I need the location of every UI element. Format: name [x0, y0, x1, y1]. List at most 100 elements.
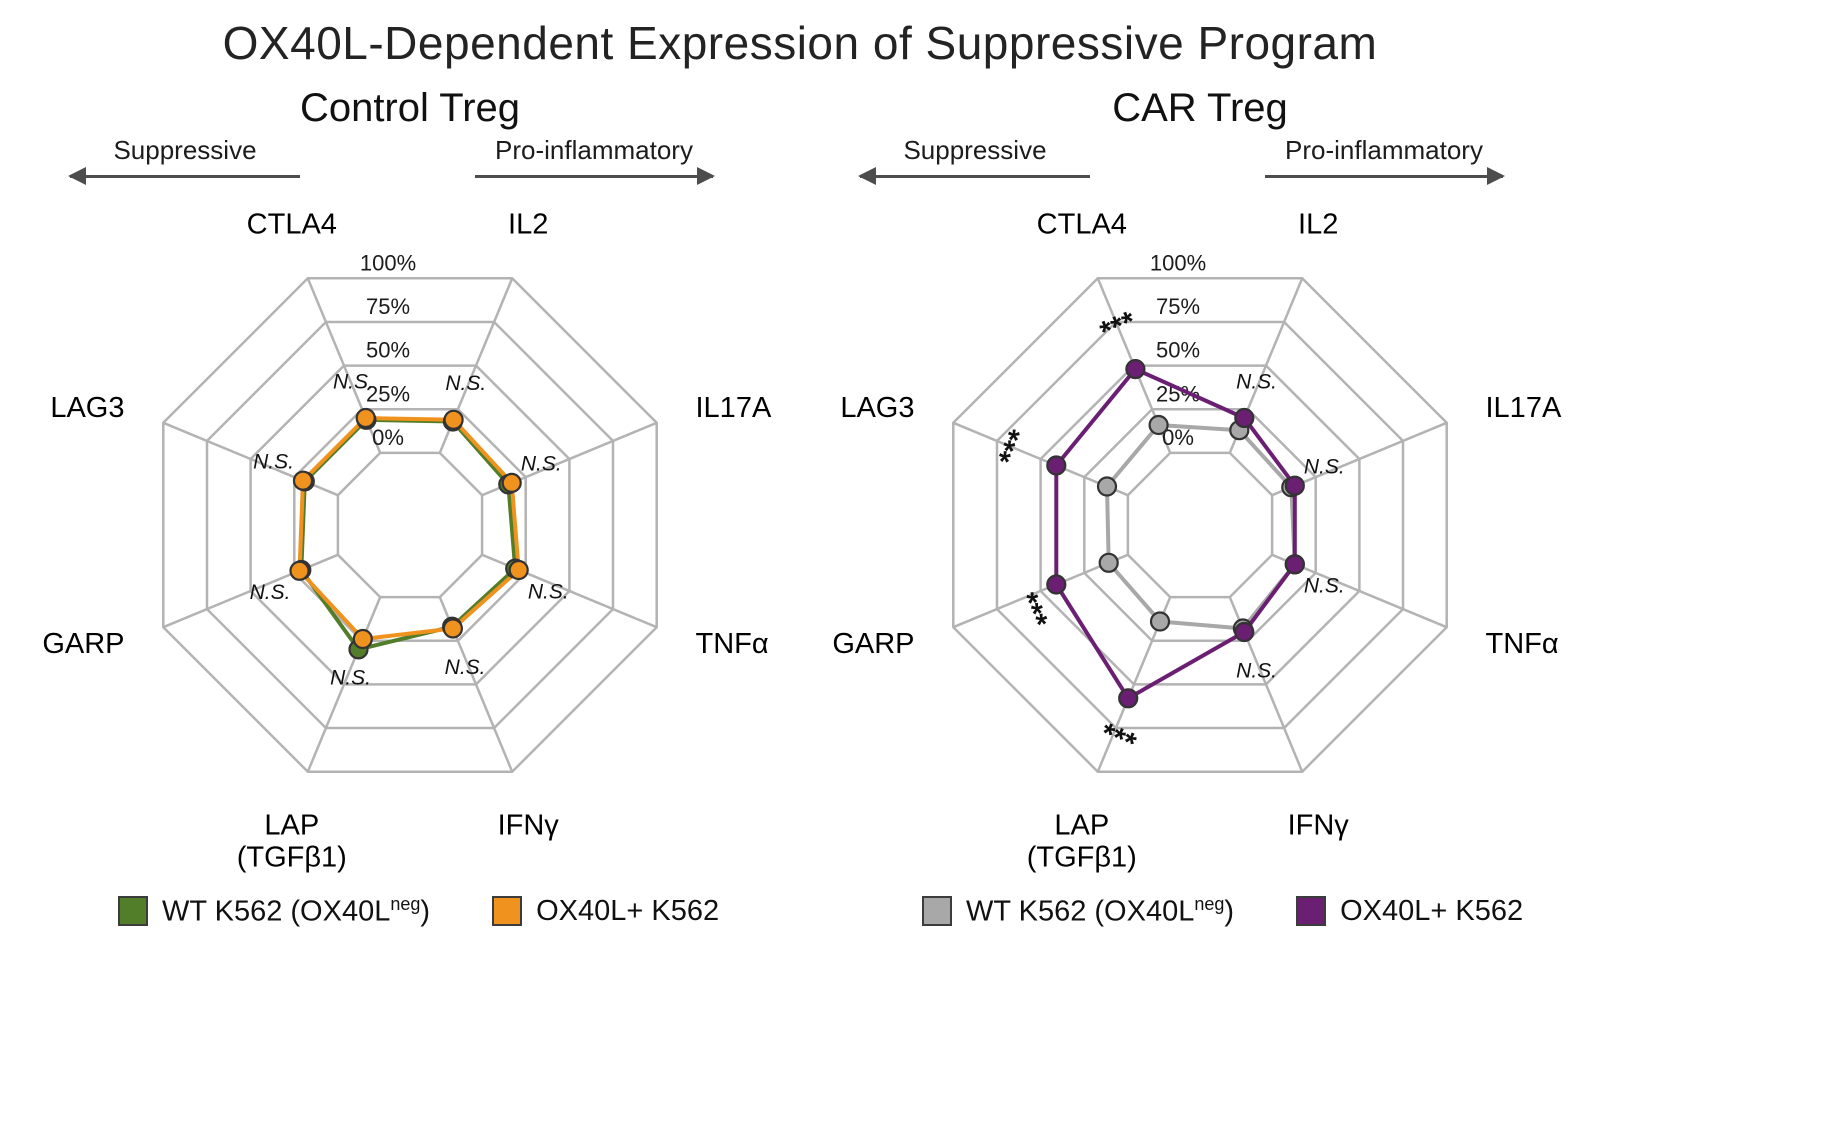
chart-control-treg: Control Treg Suppressive Pro-inflammator…	[15, 86, 805, 875]
suppressive-label: Suppressive	[113, 135, 257, 165]
axis-label-garp: GARP	[832, 628, 914, 660]
proinflammatory-direction: Pro-inflammatory	[1265, 135, 1505, 185]
ring-label-75: 75%	[366, 294, 410, 319]
axis-label-laptgf1: LAP (TGFβ1)	[1027, 810, 1137, 874]
radar-chart-car: 0%25%50%75%100%CTLA4 IL2IL17ATNFαIFNγLAP(…	[832, 209, 1562, 874]
data-point-gray-laptgf1	[1149, 611, 1171, 632]
right-arrow-icon	[475, 167, 715, 185]
axis-label-garp: GARP	[42, 628, 124, 660]
ring-label-100: 100%	[360, 250, 416, 275]
significance-il2: N.S.	[1236, 371, 1277, 394]
right-arrow-icon	[1265, 167, 1505, 185]
data-point-orange-tnf	[508, 559, 529, 581]
proinflammatory-label: Pro-inflammatory	[495, 135, 693, 165]
grid-ring-0	[1126, 451, 1274, 599]
data-point-purple-laptgf1	[1118, 688, 1139, 709]
legend-item-purple: OX40L+ K562	[1296, 895, 1523, 928]
axis-line-garp	[952, 553, 1129, 629]
suppressive-label: Suppressive	[903, 135, 1047, 165]
significance-lag3: N.S.	[253, 450, 294, 473]
axis-label-tnf: TNFα	[696, 628, 769, 660]
left-arrow-icon	[858, 167, 1090, 185]
series-polygon-orange	[297, 416, 521, 641]
legend-swatch-purple	[1296, 896, 1327, 927]
significance-ifn: N.S.	[1236, 660, 1277, 683]
data-point-purple-garp	[1046, 574, 1067, 595]
legend-label: WT K562 (OX40Lneg)	[162, 894, 431, 928]
radar-chart-control: 0% 25% 50% 75% 100% CTLA4 IL2 IL17A TNFα IFNγ LAP(…	[42, 209, 772, 874]
data-point-purple-lag3	[1046, 455, 1067, 476]
significance-il17a: N.S.	[1304, 456, 1345, 479]
data-point-gray-garp	[1098, 552, 1119, 573]
data-point-orange-ctla4	[355, 407, 376, 429]
proinflammatory-label: Pro-inflammatory	[1285, 135, 1483, 165]
legend-item-green: WT K562 (OX40Lneg)	[118, 894, 430, 929]
data-point-orange-lag3	[292, 470, 314, 491]
significance-tnf: N.S.	[528, 580, 569, 603]
significance-il17a: N.S.	[521, 453, 562, 476]
axis-label-il17a: IL17A	[696, 392, 772, 424]
legend-item-orange: OX40L+ K562	[492, 895, 719, 928]
legend-control: WT K562 (OX40Lneg) OX40L+ K562	[118, 894, 719, 929]
significance-tnf: N.S.	[1304, 575, 1345, 598]
legend-item-gray: WT K562 (OX40Lneg)	[922, 894, 1234, 929]
significance-garp: N.S.	[250, 581, 291, 604]
suppressive-direction: Suppressive	[68, 135, 300, 185]
axis-label-ifn: IFNγ	[498, 810, 560, 842]
axis-label-tnf: TNFα	[1486, 628, 1559, 660]
data-point-purple-il2	[1234, 407, 1255, 429]
suppressive-direction: Suppressive	[858, 135, 1090, 185]
left-arrow-icon	[68, 167, 300, 185]
data-point-orange-laptgf1	[352, 628, 373, 650]
ring-label-100: 100%	[1150, 250, 1206, 275]
data-point-purple-il17a	[1284, 475, 1305, 496]
proinflammatory-direction: Pro-inflammatory	[475, 135, 715, 185]
ring-label-50: 50%	[1156, 338, 1200, 363]
data-point-purple-ifn	[1234, 621, 1255, 643]
significance-il2: N.S.	[445, 372, 486, 395]
axis-direction-row: Suppressive Pro-inflammatory	[805, 135, 1595, 195]
legend-swatch-green	[118, 896, 148, 927]
significance-ifn: N.S.	[445, 656, 486, 679]
axis-label-laptgf1: LAP (TGFβ1)	[237, 810, 347, 874]
ring-label-25: 25%	[366, 381, 410, 406]
data-point-gray-ctla4	[1148, 414, 1169, 436]
legend-car: WT K562 (OX40Lneg) OX40L+ K562	[922, 894, 1523, 929]
data-point-purple-tnf	[1284, 554, 1305, 575]
ring-label-75: 75%	[1156, 294, 1200, 319]
axis-label-ctla4: CTLA4	[1037, 209, 1127, 241]
data-point-gray-lag3	[1096, 476, 1118, 497]
legend-swatch-gray	[922, 896, 952, 927]
data-point-orange-il2	[443, 409, 464, 430]
grid-ring-25	[1083, 408, 1317, 642]
figure-title: OX40L-Dependent Expression of Suppressiv…	[222, 17, 1378, 69]
data-point-purple-ctla4	[1125, 359, 1146, 380]
data-point-orange-il17a	[501, 472, 522, 493]
legend-swatch-orange	[492, 896, 523, 927]
axis-label-il2: IL2	[1298, 209, 1338, 241]
data-point-orange-ifn	[442, 618, 463, 639]
axis-label-ctla4: CTLA4	[247, 209, 337, 241]
axis-label-il17a: IL17A	[1486, 392, 1562, 424]
significance-laptgf1: N.S.	[330, 667, 371, 690]
significance-lag3: ***	[992, 425, 1036, 470]
chart-subtitle-car: CAR Treg	[1112, 86, 1288, 130]
axis-label-lag3: LAG3	[840, 392, 914, 424]
legend-label: OX40L+ K562	[1340, 894, 1524, 927]
legend-label: WT K562 (OX40Lneg)	[966, 894, 1235, 928]
chart-car-treg: CAR Treg Suppressive Pro-inflammatory 0%…	[805, 86, 1595, 875]
axis-label-il2: IL2	[508, 209, 548, 241]
significance-ctla4: ***	[1096, 305, 1141, 349]
chart-subtitle-control: Control Treg	[299, 86, 521, 130]
legend-label: OX40L+ K562	[536, 894, 720, 927]
ring-label-50: 50%	[366, 338, 410, 363]
ring-label-0: 0%	[372, 425, 404, 450]
significance-ctla4: N.S.	[333, 371, 374, 394]
significance-garp: ***	[1010, 588, 1054, 633]
series-polygon-purple	[1054, 367, 1297, 701]
significance-laptgf1: ***	[1096, 717, 1141, 761]
axis-label-lag3: LAG3	[50, 392, 124, 424]
axis-direction-row: Suppressive Pro-inflammatory	[15, 135, 805, 195]
axis-label-ifn: IFNγ	[1288, 810, 1350, 842]
data-point-orange-garp	[289, 560, 310, 581]
